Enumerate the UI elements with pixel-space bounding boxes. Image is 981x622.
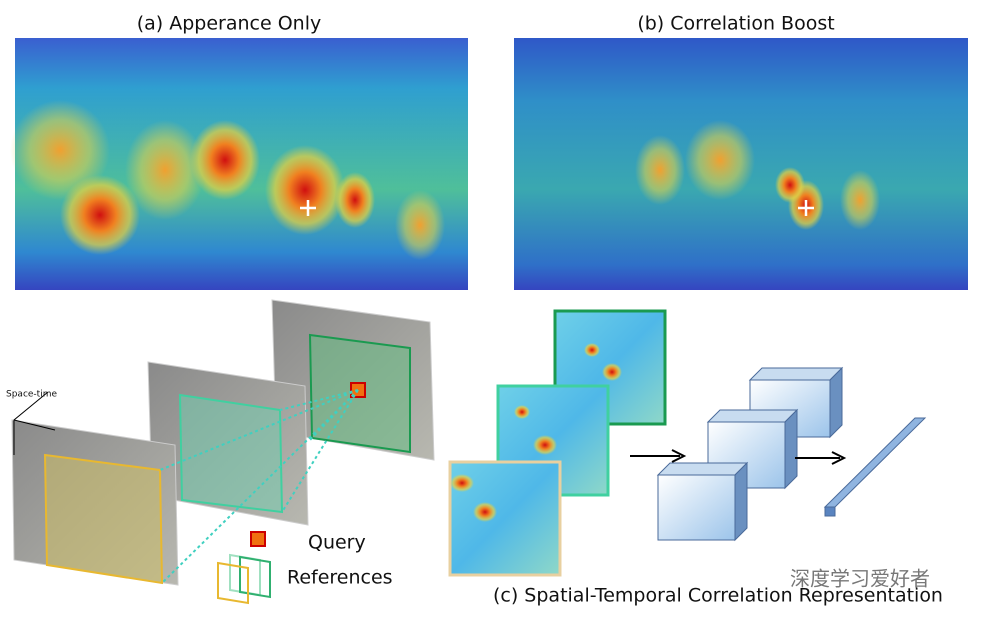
arrow (795, 451, 847, 465)
query-cross (798, 200, 814, 216)
feature-vector (823, 417, 927, 508)
hotspots (10, 100, 445, 260)
query-icon (250, 531, 266, 547)
panel-title: (a) Apperance Only (137, 13, 322, 35)
cnn-blocks (656, 366, 844, 542)
feature-vector-end (824, 506, 836, 517)
video-frames (11, 299, 435, 586)
axis-arrows (13, 391, 56, 455)
watermark: 深度学习爱好者 (790, 567, 930, 591)
correlation-maps (448, 309, 667, 577)
axis-label: Space-time (6, 390, 57, 400)
legend-label: References (287, 567, 393, 589)
references-icon (217, 553, 271, 605)
query-cross (300, 200, 316, 216)
caption: (c) Spatial-Temporal Correlation Represe… (493, 585, 943, 607)
arrow (630, 449, 687, 463)
hotspots (635, 120, 880, 230)
panel-title: (b) Correlation Boost (637, 13, 834, 35)
legend-label: Query (308, 532, 366, 554)
